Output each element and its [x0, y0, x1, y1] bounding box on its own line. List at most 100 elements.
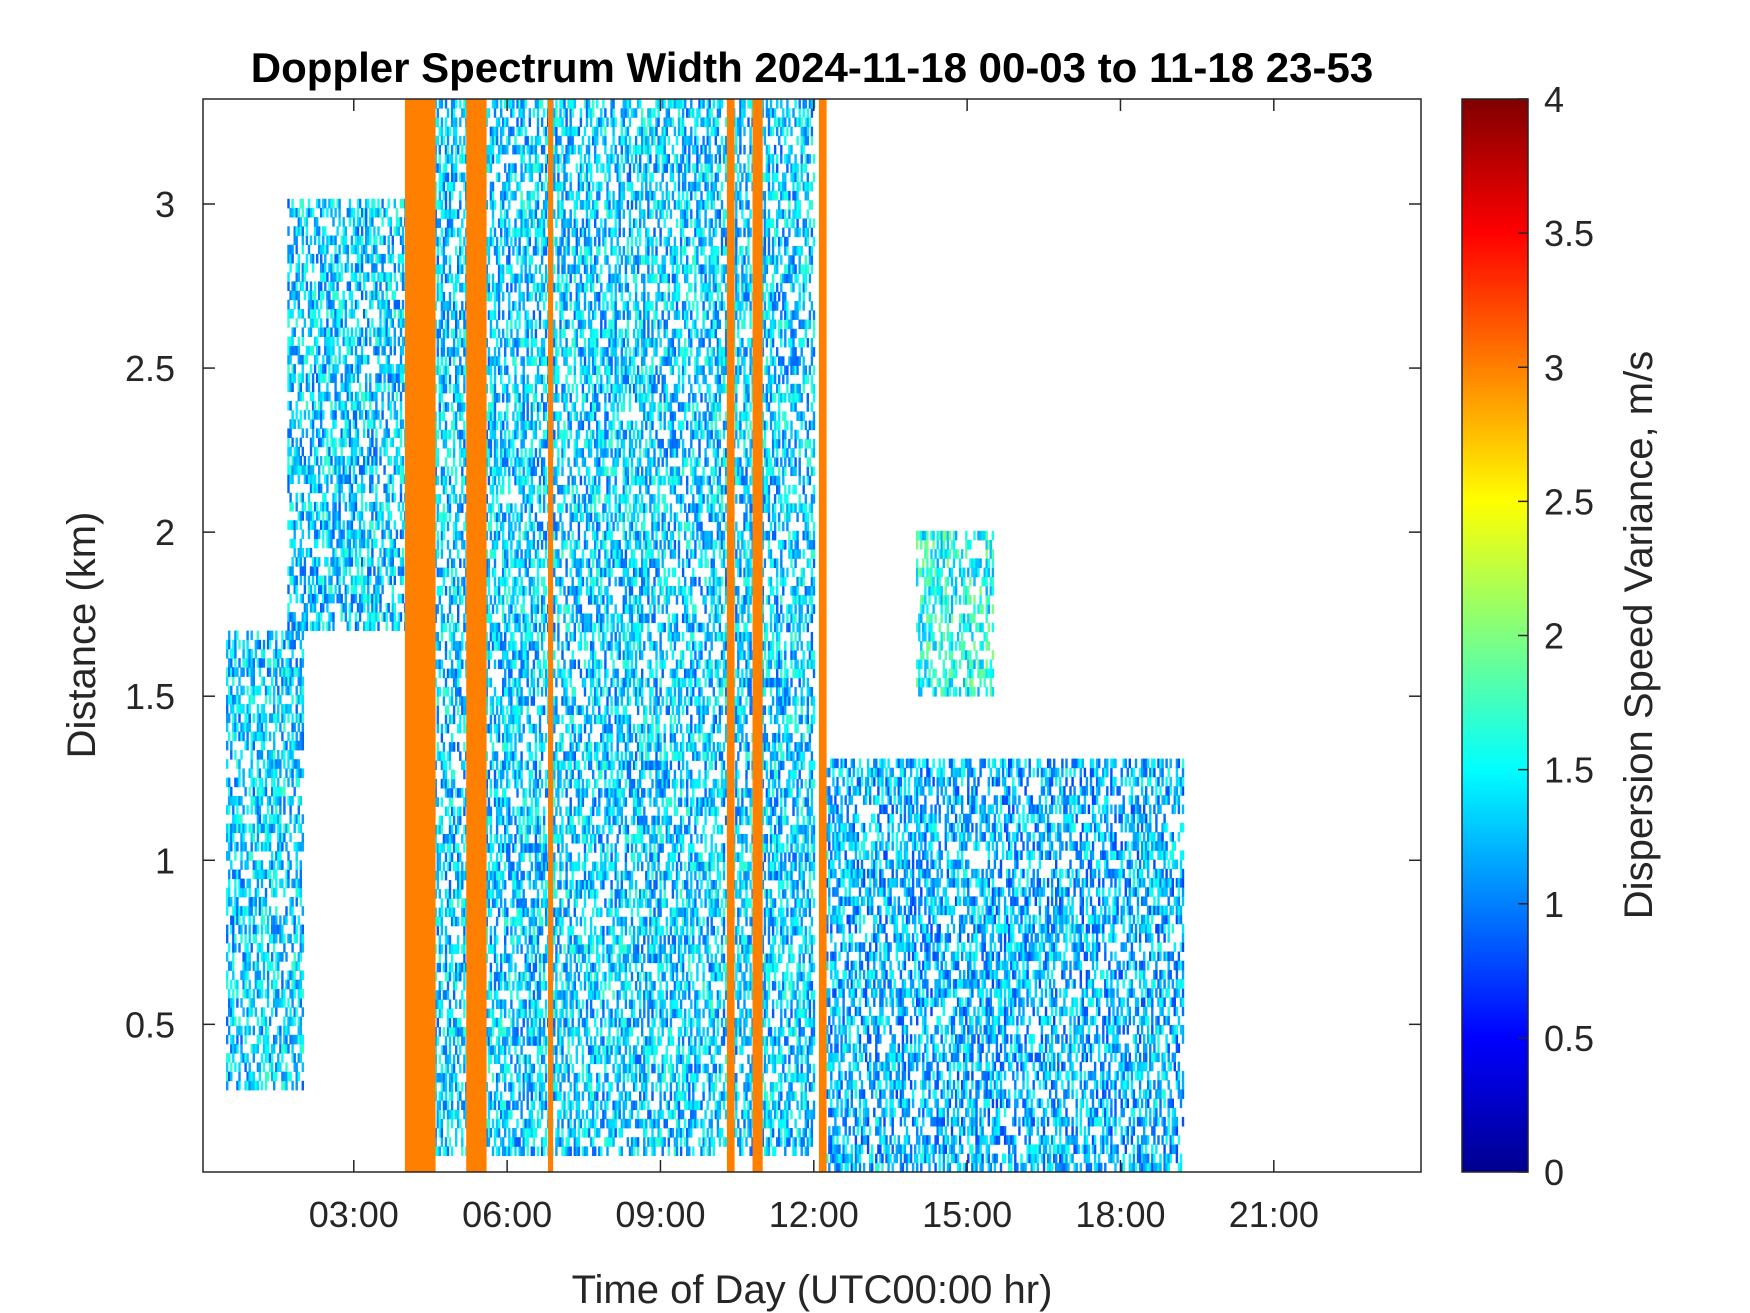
echo-cell — [493, 714, 497, 725]
echo-cell — [487, 870, 491, 881]
echo-cell — [330, 207, 333, 218]
echo-cell — [271, 823, 274, 834]
echo-cell — [293, 373, 296, 383]
echo-cell — [338, 529, 341, 540]
echo-cell — [491, 503, 495, 513]
echo-cell — [459, 558, 462, 568]
echo-cell — [444, 778, 448, 789]
echo-cell — [440, 172, 444, 183]
echo-cell — [495, 1091, 499, 1101]
echo-cell — [358, 603, 362, 613]
echo-cell — [344, 410, 347, 420]
echo-cell — [250, 768, 253, 778]
echo-cell — [240, 750, 243, 760]
echo-cell — [450, 99, 454, 109]
echo-cell — [497, 117, 501, 127]
echo-cell — [334, 511, 337, 521]
echo-cell — [448, 861, 452, 872]
echo-cell — [371, 198, 374, 209]
echo-cell — [297, 299, 300, 310]
echo-cell — [295, 345, 298, 356]
echo-cell — [264, 952, 268, 962]
echo-cell — [485, 494, 488, 504]
echo-cell — [377, 410, 380, 420]
echo-cell — [500, 438, 503, 449]
echo-cell — [299, 1016, 302, 1027]
echo-cell — [381, 520, 384, 530]
echo-cell — [338, 198, 341, 209]
echo-cell — [330, 557, 333, 567]
echo-cell — [497, 466, 501, 477]
echo-cell — [336, 272, 339, 282]
echo-cell — [348, 290, 352, 301]
echo-cell — [360, 603, 364, 613]
echo-cell — [487, 291, 491, 302]
echo-cell — [262, 915, 266, 925]
echo-cell — [438, 172, 441, 183]
echo-cell — [457, 374, 460, 385]
echo-cell — [271, 759, 274, 769]
echo-cell — [461, 154, 464, 164]
echo-cell — [369, 437, 372, 448]
echo-cell — [324, 501, 327, 512]
echo-cell — [354, 538, 358, 549]
echo-cell — [440, 429, 444, 440]
echo-cell — [485, 576, 488, 587]
echo-cell — [342, 575, 345, 586]
echo-cell — [373, 391, 376, 402]
echo-cell — [495, 586, 499, 596]
echo-cell — [438, 163, 441, 173]
echo-cell — [487, 1137, 491, 1147]
echo-cell — [256, 685, 260, 696]
echo-cell — [512, 898, 515, 908]
echo-cell — [489, 1091, 493, 1101]
echo-cell — [493, 953, 497, 964]
echo-cell — [391, 382, 394, 393]
echo-cell — [438, 494, 441, 504]
echo-cell — [350, 483, 354, 494]
echo-cell — [448, 586, 452, 596]
echo-cell — [442, 834, 446, 844]
echo-cell — [397, 593, 401, 604]
echo-cell — [256, 630, 260, 641]
echo-cell — [289, 566, 292, 576]
echo-cell — [442, 760, 446, 771]
echo-cell — [487, 236, 491, 247]
echo-cell — [307, 520, 311, 530]
echo-cell — [375, 603, 378, 613]
echo-cell — [264, 768, 268, 778]
echo-cell — [301, 364, 304, 374]
echo-cell — [266, 796, 270, 806]
echo-cell — [277, 704, 280, 714]
echo-cell — [399, 593, 403, 604]
echo-cell — [508, 687, 511, 697]
echo-cell — [360, 391, 364, 402]
echo-cell — [234, 658, 237, 668]
echo-cell — [354, 492, 358, 503]
echo-cell — [342, 474, 345, 484]
echo-cell — [307, 474, 311, 484]
echo-cell — [508, 126, 511, 137]
echo-cell — [438, 282, 441, 293]
echo-cell — [279, 851, 282, 861]
echo-cell — [234, 694, 237, 705]
echo-cell — [307, 198, 311, 209]
echo-cell — [295, 777, 298, 788]
echo-cell — [457, 227, 460, 238]
echo-cell — [260, 1007, 264, 1017]
echo-cell — [387, 603, 390, 613]
echo-cell — [334, 492, 337, 503]
echo-cell — [277, 1053, 280, 1063]
echo-cell — [287, 630, 290, 641]
echo-cell — [266, 1025, 270, 1036]
echo-cell — [489, 549, 493, 559]
echo-cell — [455, 365, 458, 375]
echo-cell — [367, 410, 370, 420]
echo-cell — [395, 428, 399, 438]
echo-cell — [438, 1100, 441, 1111]
echo-cell — [365, 226, 368, 236]
echo-cell — [301, 713, 304, 723]
echo-cell — [352, 511, 356, 521]
echo-cell — [510, 172, 513, 183]
echo-cell — [375, 612, 378, 622]
